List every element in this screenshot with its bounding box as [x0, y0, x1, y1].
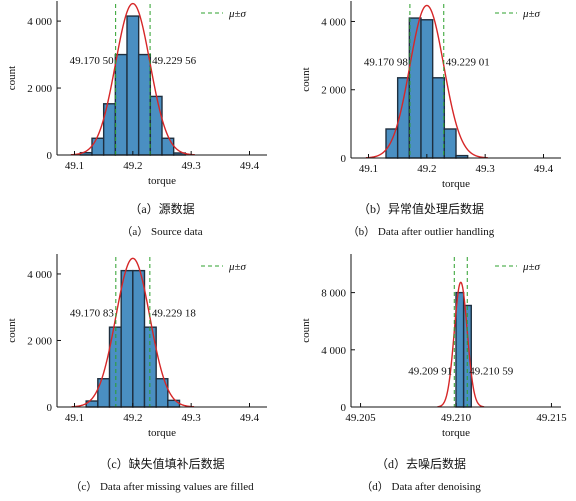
x-axis-label: torque — [442, 427, 470, 439]
y-axis-label: count — [300, 318, 312, 342]
y-tick-label: 2 000 — [321, 85, 346, 97]
y-tick-label: 8 000 — [321, 288, 346, 300]
histogram-bar — [114, 53, 128, 156]
y-tick-label: 0 — [341, 402, 347, 414]
sigma-lower-label: 49.170 98 — [364, 56, 409, 68]
caption-english: （a） Source data — [121, 225, 202, 238]
y-tick-label: 4 000 — [321, 345, 346, 357]
x-tick-label: 49.210 — [441, 412, 472, 424]
histogram-bar — [455, 291, 465, 408]
x-tick-label: 49.4 — [534, 163, 554, 175]
histogram-bar — [91, 137, 105, 156]
histogram-bar — [420, 19, 434, 159]
histogram-bar — [161, 137, 175, 156]
y-tick-label: 0 — [47, 150, 53, 162]
caption-chinese: （c）缺失值填补后数据 — [99, 456, 224, 471]
sigma-upper-label: 49.229 56 — [152, 55, 197, 67]
x-tick-label: 49.1 — [359, 163, 378, 175]
x-tick-label: 49.3 — [476, 163, 496, 175]
sigma-lower-label: 49.170 50 — [70, 55, 115, 67]
sigma-lower-label: 49.170 83 — [70, 308, 115, 320]
x-axis-label: torque — [148, 175, 176, 187]
x-tick-label: 49.3 — [182, 412, 202, 424]
sigma-lower-label: 49.209 91 — [408, 365, 452, 377]
chart-panel-d: 49.209 91 49.210 59 49.205 49.210 49.215 0 4 0… — [300, 254, 567, 493]
x-axis-label: torque — [442, 178, 470, 190]
y-tick-label: 4 000 — [27, 16, 52, 28]
chart-panel-c: 49.170 83 49.229 18 49.1 49.2 49.3 49.4 0 2 000… — [6, 254, 267, 493]
sigma-upper-label: 49.229 01 — [446, 56, 490, 68]
y-tick-label: 0 — [47, 402, 53, 414]
x-tick-label: 49.4 — [240, 412, 260, 424]
caption-chinese: （a）源数据 — [129, 201, 194, 216]
x-tick-label: 49.205 — [345, 412, 376, 424]
histogram-bar — [149, 95, 163, 156]
normal-fit-curve — [365, 4, 488, 159]
y-axis-label: count — [300, 67, 312, 91]
legend-label: μ±σ — [522, 261, 541, 273]
y-tick-label: 2 000 — [27, 335, 52, 347]
y-tick-label: 2 000 — [27, 83, 52, 95]
y-axis-label: count — [6, 66, 18, 90]
y-axis-label: count — [6, 318, 18, 342]
normal-fit-curve — [70, 2, 195, 156]
histogram-bar — [155, 378, 169, 408]
x-axis-label: torque — [148, 427, 176, 439]
y-tick-label: 0 — [341, 153, 347, 165]
y-tick-label: 4 000 — [27, 269, 52, 281]
chart-panel-a: 49.170 50 49.229 56 49.1 49.2 49.3 49.4 0 2 000… — [6, 1, 267, 238]
histogram-bar — [132, 269, 146, 408]
normal-fit-curve — [437, 281, 485, 408]
legend-label: μ±σ — [228, 261, 247, 273]
x-tick-label: 49.2 — [123, 160, 142, 172]
caption-english: （c） Data after missing values are filled — [70, 480, 254, 493]
legend-label: μ±σ — [522, 8, 541, 20]
histogram-bar — [120, 269, 134, 408]
y-tick-label: 4 000 — [321, 16, 346, 28]
x-tick-label: 49.2 — [417, 163, 436, 175]
x-tick-label: 49.3 — [182, 160, 202, 172]
x-tick-label: 49.4 — [240, 160, 260, 172]
chart-panel-b: 49.170 98 49.229 01 49.1 49.2 49.3 49.4 0 2 000… — [300, 1, 561, 238]
caption-english: （b） Data after outlier handling — [348, 225, 495, 238]
histogram-bar — [167, 399, 181, 408]
sigma-upper-label: 49.210 59 — [469, 365, 514, 377]
histogram-bar — [443, 128, 457, 159]
caption-chinese: （b）异常值处理后数据 — [358, 201, 484, 216]
sigma-upper-label: 49.229 18 — [152, 308, 197, 320]
x-tick-label: 49.2 — [123, 412, 142, 424]
caption-english: （d） Data after denoising — [361, 480, 481, 493]
histogram-bar — [126, 15, 140, 156]
x-tick-label: 49.1 — [65, 412, 84, 424]
normal-fit-curve — [71, 257, 195, 408]
legend-label: μ±σ — [228, 8, 247, 20]
histogram-bar — [97, 378, 111, 408]
histogram-bar — [385, 128, 399, 159]
x-tick-label: 49.1 — [65, 160, 84, 172]
caption-chinese: （d）去噪后数据 — [376, 456, 466, 471]
histogram-bar — [431, 77, 446, 159]
histogram-bar — [137, 53, 152, 156]
x-tick-label: 49.215 — [536, 412, 567, 424]
